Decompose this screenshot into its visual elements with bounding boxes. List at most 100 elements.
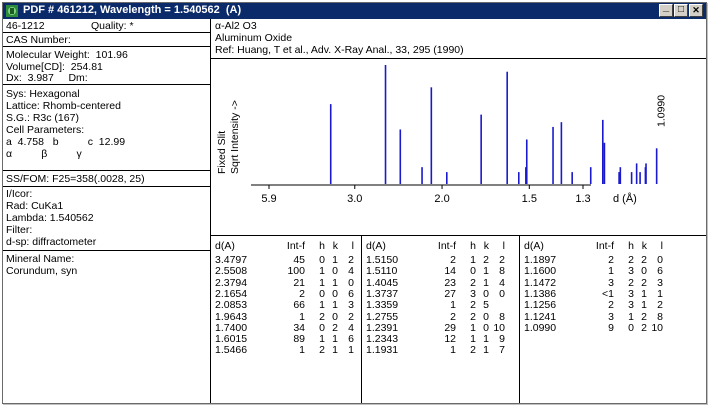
table-cell: 1 xyxy=(299,344,305,357)
chart-divider xyxy=(211,235,706,236)
volume: Volume[CD]: 254.81 xyxy=(6,61,103,73)
table-cell: 0 xyxy=(319,287,325,300)
i-icor: I/Icor: xyxy=(6,188,33,200)
table-cell: 3 xyxy=(470,287,476,300)
table-cell: 0 xyxy=(483,287,489,300)
radiation-cell: I/Icor: Rad: CuKa1 Lambda: 1.540562 Filt… xyxy=(3,187,210,251)
table-header: d(A) xyxy=(215,240,235,252)
table-header: d(A) xyxy=(524,240,544,252)
table-cell: 2.3794 xyxy=(215,276,248,289)
table-cell: 23 xyxy=(444,276,456,289)
title-bar[interactable]: PDF # 461212, Wavelength = 1.540562 (A) … xyxy=(3,1,706,19)
table-cell: 1.3737 xyxy=(366,287,399,300)
table-cell: 0 xyxy=(483,310,489,323)
table-cell: 0 xyxy=(499,287,505,300)
x-tick-label: 5.9 xyxy=(261,193,276,205)
x-axis-label: d (Å) xyxy=(613,192,637,205)
x-tick-label: 1.3 xyxy=(575,193,590,205)
table-cell: 0 xyxy=(332,310,338,323)
table-cell: 1.5110 xyxy=(366,265,398,278)
table-cell: 1.1472 xyxy=(524,276,557,289)
table-cell: 1 xyxy=(483,265,489,278)
table-cell: 2.0853 xyxy=(215,299,248,312)
table-cell: 8 xyxy=(499,265,505,278)
table-cell: 0 xyxy=(332,265,338,278)
table-cell: 1.2391 xyxy=(366,321,399,334)
table-cell: 1 xyxy=(332,333,338,346)
table-cell: 2 xyxy=(348,310,354,323)
table-header: l xyxy=(351,240,354,252)
close-button[interactable]: ✕ xyxy=(689,4,703,17)
table-cell: 12 xyxy=(444,333,456,346)
table-cell: 2.5508 xyxy=(215,265,248,278)
maximize-button[interactable]: □ xyxy=(674,4,688,17)
table-cell: 2 xyxy=(348,254,354,266)
pdf-id-cell: 46-1212 Quality: * xyxy=(3,19,210,33)
table-cell: 1 xyxy=(641,287,647,300)
table-cell: 6 xyxy=(348,333,354,346)
card-info-panel: 46-1212 Quality: * CAS Number: Molecular… xyxy=(3,19,211,403)
table-cell: 2 xyxy=(450,310,456,323)
reference: Ref: Huang, T et al., Adv. X-Ray Anal., … xyxy=(215,44,464,56)
compound-name: Aluminum Oxide xyxy=(215,32,293,44)
table-cell: 1 xyxy=(470,254,476,266)
table-cell: 1 xyxy=(450,344,456,357)
table-cell: 89 xyxy=(293,333,305,346)
table-cell: 1 xyxy=(332,276,338,289)
table-cell: 2 xyxy=(628,276,634,289)
mineral-cell: Mineral Name: Corundum, syn xyxy=(3,251,210,291)
cell-angles: α β γ xyxy=(6,148,82,160)
table-cell: 1 xyxy=(470,321,476,334)
table-header: k xyxy=(332,240,338,252)
table-cell: 3.4797 xyxy=(215,254,248,266)
table-cell: 1.4045 xyxy=(366,276,399,289)
table-cell: 1 xyxy=(608,265,614,278)
filter: Filter: xyxy=(6,224,33,236)
table-cell: 2 xyxy=(332,321,338,334)
table-cell: 21 xyxy=(293,276,305,289)
table-cell: 8 xyxy=(657,310,663,323)
table-cell: 2 xyxy=(657,299,663,312)
table-cell: 3 xyxy=(608,310,614,323)
table-cell: 66 xyxy=(293,299,305,312)
table-cell: 1 xyxy=(299,310,305,323)
table-cell: 1.1600 xyxy=(524,265,557,278)
weight-cell: Molecular Weight: 101.96 Volume[CD]: 254… xyxy=(3,47,210,85)
table-cell: 2 xyxy=(470,344,476,357)
marker-label: 1.0990 xyxy=(656,95,668,127)
table-header: h xyxy=(470,240,476,252)
table-cell: 1.1386 xyxy=(524,287,557,300)
table-cell: 0 xyxy=(319,254,325,266)
table-cell: 1.1256 xyxy=(524,299,557,312)
table-cell: 2 xyxy=(319,310,325,323)
cas-number: CAS Number: xyxy=(6,34,71,46)
table-cell: 1 xyxy=(332,299,338,312)
table-cell: <1 xyxy=(602,287,614,300)
minimize-button[interactable]: _ xyxy=(659,1,673,17)
table-cell: 1.5466 xyxy=(215,344,248,357)
table-cell: 1 xyxy=(483,276,489,289)
table-cell: 2 xyxy=(628,254,634,266)
table-cell: 1.1931 xyxy=(366,344,399,357)
cell-parameters-label: Cell Parameters: xyxy=(6,124,85,136)
table-cell: 2 xyxy=(470,310,476,323)
table-header: Int-f xyxy=(595,240,614,252)
table-header: l xyxy=(502,240,505,252)
table-cell: 1.6015 xyxy=(215,333,248,346)
table-cell: 1.0990 xyxy=(524,321,557,334)
table-cell: 1 xyxy=(319,333,325,346)
table-cell: 1.1241 xyxy=(524,310,557,323)
table-cell: 10 xyxy=(651,321,663,334)
table-cell: 0 xyxy=(470,265,476,278)
table-header: Int-f xyxy=(437,240,456,252)
pdf-card-window: PDF # 461212, Wavelength = 1.540562 (A) … xyxy=(2,1,707,404)
ss-fom: SS/FOM: F25=358(.0028, 25) xyxy=(6,173,145,185)
table-cell: 3 xyxy=(657,276,663,289)
table-cell: 14 xyxy=(444,265,456,278)
density: Dx: 3.987 Dm: xyxy=(6,72,88,84)
table-cell: 1 xyxy=(628,310,634,323)
table-cell: 9 xyxy=(499,333,505,346)
table-cell: 3 xyxy=(348,299,354,312)
table-cell: 2 xyxy=(319,344,325,357)
table-header: Int-f xyxy=(286,240,305,252)
